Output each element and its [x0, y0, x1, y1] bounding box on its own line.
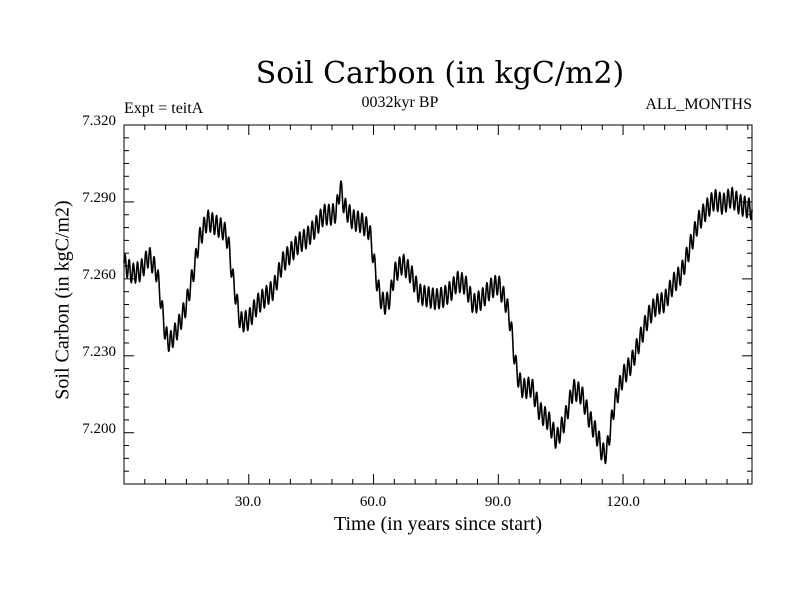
- x-tick-label: 30.0: [234, 494, 262, 510]
- chart-title: Soil Carbon (in kgC/m2): [255, 56, 625, 91]
- x-tick-label: 60.0: [359, 494, 387, 510]
- chart-subtitle: 0032kyr BP: [361, 94, 439, 111]
- y-tick-label: 7.200: [82, 421, 116, 437]
- x-tick-label: 90.0: [484, 494, 512, 510]
- y-tick-label: 7.290: [82, 190, 116, 206]
- series-line: [123, 180, 753, 465]
- y-tick-label: 7.320: [82, 113, 116, 129]
- experiment-label: Expt = teitA: [124, 100, 204, 117]
- y-tick-label: 7.230: [82, 344, 116, 360]
- x-axis-label: Time (in years since start): [333, 513, 543, 535]
- y-tick-label: 7.260: [82, 267, 116, 283]
- x-tick-label: 120.0: [606, 494, 640, 510]
- months-label: ALL_MONTHS: [645, 96, 752, 113]
